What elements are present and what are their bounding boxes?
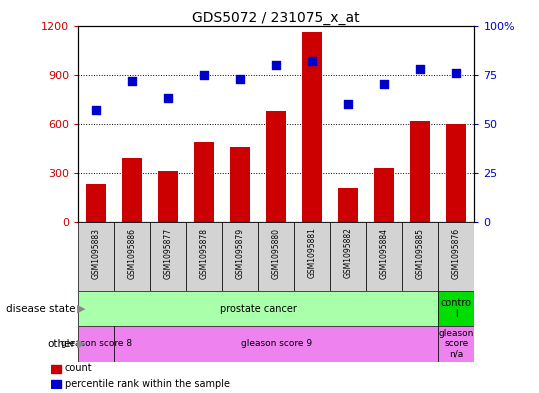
Bar xyxy=(51,365,60,373)
Text: gleason score 8: gleason score 8 xyxy=(60,340,132,348)
Text: disease state: disease state xyxy=(6,303,75,314)
Text: count: count xyxy=(65,364,92,373)
Text: GSM1095877: GSM1095877 xyxy=(164,228,172,279)
Bar xyxy=(438,222,474,291)
Bar xyxy=(438,291,474,326)
Text: GSM1095886: GSM1095886 xyxy=(128,228,137,279)
Bar xyxy=(330,222,367,291)
Point xyxy=(200,72,209,78)
Bar xyxy=(367,222,402,291)
Point xyxy=(344,101,353,107)
Text: GSM1095884: GSM1095884 xyxy=(380,228,389,279)
Text: gleason score 9: gleason score 9 xyxy=(241,340,312,348)
Bar xyxy=(194,142,214,222)
Bar xyxy=(410,121,430,222)
Point xyxy=(164,95,172,101)
Bar xyxy=(230,147,250,222)
Text: GSM1095881: GSM1095881 xyxy=(308,228,317,278)
Text: GSM1095885: GSM1095885 xyxy=(416,228,425,279)
Point xyxy=(128,77,136,84)
Bar xyxy=(114,326,438,362)
Bar xyxy=(158,171,178,222)
Text: GSM1095882: GSM1095882 xyxy=(344,228,353,278)
Text: GSM1095879: GSM1095879 xyxy=(236,228,245,279)
Text: contro
l: contro l xyxy=(441,298,472,319)
Text: ▶: ▶ xyxy=(77,303,86,314)
Point xyxy=(236,75,245,82)
Bar xyxy=(186,222,222,291)
Point xyxy=(416,66,425,72)
Bar xyxy=(266,111,286,222)
Bar xyxy=(302,32,322,222)
Text: GSM1095880: GSM1095880 xyxy=(272,228,281,279)
Text: percentile rank within the sample: percentile rank within the sample xyxy=(65,378,230,389)
Text: GSM1095878: GSM1095878 xyxy=(200,228,209,279)
Bar xyxy=(258,222,294,291)
Text: other: other xyxy=(47,339,75,349)
Text: gleason
score
n/a: gleason score n/a xyxy=(439,329,474,359)
Bar xyxy=(338,187,358,222)
Bar xyxy=(402,222,438,291)
Bar xyxy=(222,222,258,291)
Bar xyxy=(86,184,106,222)
Bar xyxy=(446,124,466,222)
Bar xyxy=(122,158,142,222)
Bar xyxy=(150,222,186,291)
Text: GSM1095883: GSM1095883 xyxy=(92,228,101,279)
Point xyxy=(308,58,316,64)
Bar xyxy=(51,380,60,387)
Point xyxy=(452,70,461,76)
Bar xyxy=(78,222,114,291)
Title: GDS5072 / 231075_x_at: GDS5072 / 231075_x_at xyxy=(192,11,360,24)
Point xyxy=(272,62,281,68)
Text: ▶: ▶ xyxy=(77,339,86,349)
Point xyxy=(380,81,389,88)
Bar xyxy=(114,222,150,291)
Bar xyxy=(438,326,474,362)
Bar xyxy=(375,168,394,222)
Bar xyxy=(294,222,330,291)
Text: GSM1095876: GSM1095876 xyxy=(452,228,461,279)
Point xyxy=(92,107,100,113)
Bar xyxy=(78,326,114,362)
Text: prostate cancer: prostate cancer xyxy=(220,303,296,314)
